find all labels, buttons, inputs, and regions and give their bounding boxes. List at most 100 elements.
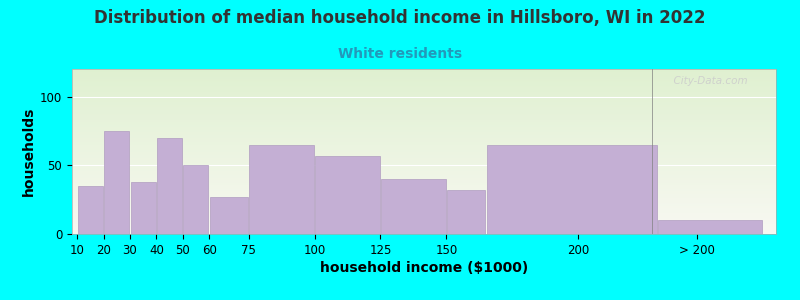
Bar xyxy=(72,148,776,150)
Bar xyxy=(157,138,182,234)
Bar xyxy=(72,128,776,130)
Bar xyxy=(72,118,776,120)
Bar xyxy=(72,175,776,176)
Bar xyxy=(72,200,776,201)
Bar xyxy=(72,69,776,71)
Bar xyxy=(72,224,776,226)
Bar xyxy=(72,212,776,214)
Bar xyxy=(210,197,248,234)
Bar xyxy=(72,201,776,203)
Bar xyxy=(72,226,776,227)
Bar xyxy=(72,95,776,97)
Bar xyxy=(72,99,776,100)
Bar xyxy=(72,135,776,136)
Bar xyxy=(72,218,776,219)
Bar xyxy=(250,145,314,234)
Bar xyxy=(72,100,776,102)
Bar xyxy=(130,182,156,234)
Bar xyxy=(72,194,776,196)
Bar xyxy=(72,109,776,110)
Bar xyxy=(72,114,776,115)
X-axis label: household income ($1000): household income ($1000) xyxy=(320,261,528,275)
Bar xyxy=(72,221,776,223)
Bar xyxy=(72,214,776,216)
Bar xyxy=(72,133,776,135)
Bar xyxy=(72,211,776,212)
Bar xyxy=(72,117,776,118)
Text: White residents: White residents xyxy=(338,46,462,61)
Bar xyxy=(72,176,776,178)
Bar xyxy=(72,171,776,173)
Bar xyxy=(72,184,776,186)
Bar xyxy=(72,208,776,209)
Bar xyxy=(72,107,776,109)
Bar xyxy=(72,223,776,224)
Bar xyxy=(72,160,776,161)
Bar xyxy=(72,72,776,74)
Bar xyxy=(72,124,776,125)
Text: Distribution of median household income in Hillsboro, WI in 2022: Distribution of median household income … xyxy=(94,9,706,27)
Bar xyxy=(72,140,776,142)
Bar xyxy=(658,220,762,234)
Bar xyxy=(72,142,776,143)
Bar xyxy=(72,163,776,165)
Bar xyxy=(72,153,776,155)
Bar xyxy=(183,165,209,234)
Bar xyxy=(72,112,776,113)
Bar xyxy=(72,229,776,231)
Bar xyxy=(72,77,776,79)
Bar xyxy=(72,132,776,133)
Bar xyxy=(72,127,776,128)
Bar xyxy=(72,115,776,117)
Bar xyxy=(72,157,776,158)
Bar xyxy=(72,97,776,99)
Bar xyxy=(72,173,776,175)
Bar xyxy=(72,152,776,153)
Bar xyxy=(72,80,776,82)
Bar xyxy=(72,130,776,132)
Bar xyxy=(72,89,776,90)
Bar xyxy=(72,219,776,221)
Bar xyxy=(72,188,776,190)
Bar xyxy=(486,145,657,234)
Y-axis label: households: households xyxy=(22,107,36,196)
Bar xyxy=(72,92,776,94)
Bar xyxy=(72,170,776,171)
Bar xyxy=(72,181,776,183)
Bar xyxy=(72,145,776,147)
Bar xyxy=(72,198,776,200)
Bar xyxy=(72,82,776,84)
Bar xyxy=(72,203,776,204)
Bar xyxy=(72,105,776,107)
Bar xyxy=(72,196,776,198)
Bar xyxy=(72,137,776,138)
Bar xyxy=(72,191,776,193)
Bar xyxy=(72,186,776,188)
Bar xyxy=(72,102,776,104)
Bar xyxy=(72,84,776,85)
Bar xyxy=(72,227,776,229)
Bar xyxy=(72,232,776,234)
Bar xyxy=(72,190,776,191)
Bar xyxy=(72,76,776,77)
Bar xyxy=(72,209,776,211)
Bar xyxy=(72,150,776,152)
Bar xyxy=(72,178,776,179)
Bar xyxy=(72,85,776,87)
Bar xyxy=(72,94,776,95)
Bar xyxy=(72,155,776,157)
Bar xyxy=(72,146,776,148)
Bar xyxy=(72,193,776,194)
Bar xyxy=(78,186,103,234)
Bar xyxy=(72,120,776,122)
Bar xyxy=(72,165,776,166)
Bar xyxy=(72,231,776,232)
Bar xyxy=(72,79,776,80)
Bar xyxy=(381,179,446,234)
Bar xyxy=(104,131,130,234)
Text: City-Data.com: City-Data.com xyxy=(667,76,748,85)
Bar xyxy=(72,179,776,181)
Bar xyxy=(72,204,776,206)
Bar xyxy=(315,156,380,234)
Bar xyxy=(72,216,776,218)
